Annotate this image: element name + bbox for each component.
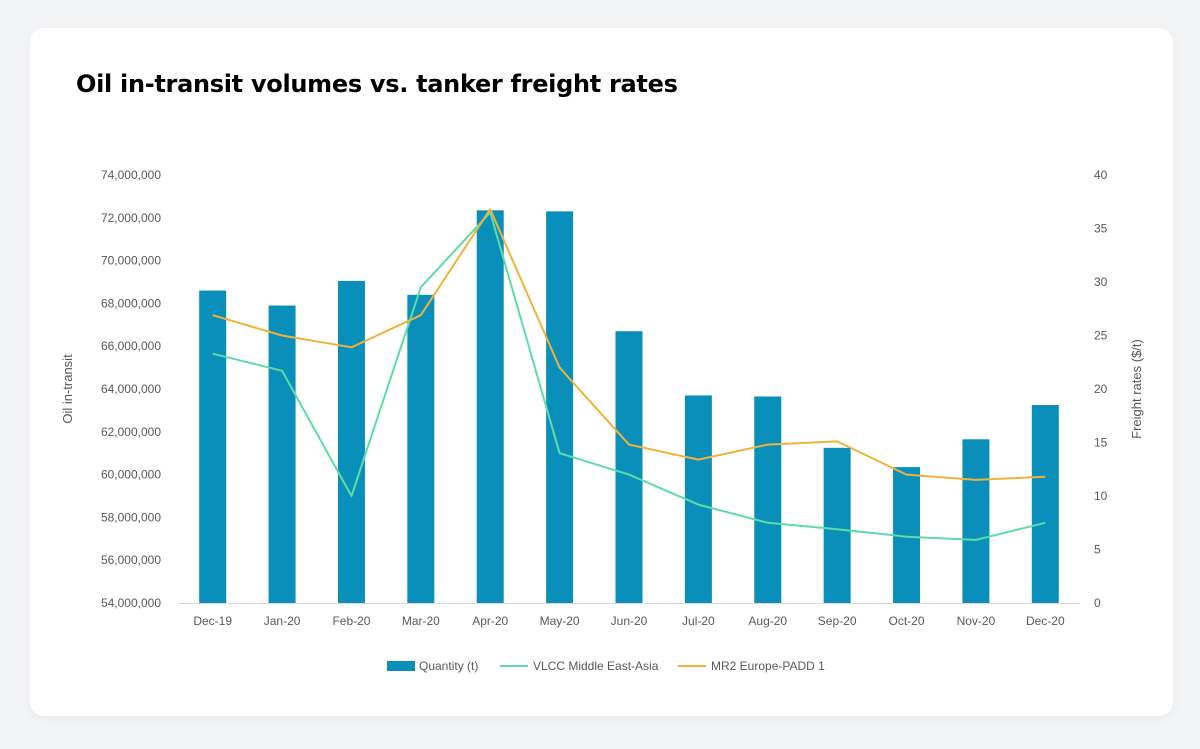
- x-tick-label: Nov-20: [957, 614, 996, 628]
- y2-tick-label: 40: [1094, 168, 1108, 182]
- y-tick-label: 56,000,000: [101, 553, 161, 567]
- bar-Jan-20: [268, 305, 296, 603]
- y-tick-label: 58,000,000: [101, 510, 161, 524]
- x-axis-ticks: Dec-19 Jan-20 Feb-20 Mar-20 Apr-20 May-20 Jun-…: [193, 614, 1065, 628]
- y-tick-label: 66,000,000: [101, 339, 161, 353]
- bar-Jul-20: [684, 395, 712, 603]
- x-tick-label: Jan-20: [264, 614, 301, 628]
- legend: Quantity (t) VLCC Middle East-Asia MR2 Eur…: [387, 659, 825, 673]
- y-axis-title: Oil in-transit: [60, 354, 75, 424]
- bar-Apr-20: [476, 210, 504, 603]
- vlcc-line: [212, 211, 1046, 541]
- left-axis-ticks: 54,000,000 56,000,000 58,000,000 60,000,000…: [101, 168, 161, 610]
- x-tick-label: Sep-20: [818, 614, 857, 628]
- x-tick-label: Dec-19: [193, 614, 232, 628]
- y-tick-label: 72,000,000: [101, 211, 161, 225]
- bar-Dec-20: [1031, 405, 1059, 603]
- bar-Aug-20: [754, 396, 782, 603]
- y2-tick-label: 10: [1094, 489, 1108, 503]
- x-tick-label: Aug-20: [748, 614, 787, 628]
- line-series: [212, 208, 1046, 541]
- legend-label-quantity: Quantity (t): [419, 659, 478, 673]
- y-tick-label: 68,000,000: [101, 296, 161, 310]
- bar-series: [199, 210, 1059, 603]
- chart-title: Oil in-transit volumes vs. tanker freigh…: [76, 70, 678, 98]
- y-tick-label: 60,000,000: [101, 468, 161, 482]
- legend-swatch-quantity: [387, 661, 415, 671]
- mr2-line: [212, 208, 1046, 481]
- y2-tick-label: 0: [1094, 596, 1101, 610]
- y-tick-label: 62,000,000: [101, 425, 161, 439]
- bar-Nov-20: [962, 439, 990, 603]
- y2-tick-label: 20: [1094, 382, 1108, 396]
- y2-tick-label: 25: [1094, 329, 1108, 343]
- x-tick-label: Dec-20: [1026, 614, 1065, 628]
- y2-tick-label: 30: [1094, 275, 1108, 289]
- y-tick-label: 64,000,000: [101, 382, 161, 396]
- legend-label-vlcc: VLCC Middle East-Asia: [533, 659, 659, 673]
- y2-tick-label: 5: [1094, 543, 1101, 557]
- bar-Dec-19: [199, 290, 227, 603]
- x-tick-label: Jun-20: [611, 614, 648, 628]
- bar-May-20: [546, 211, 574, 603]
- y2-axis-title: Freight rates ($/t): [1129, 339, 1144, 439]
- y-tick-label: 70,000,000: [101, 254, 161, 268]
- x-tick-label: May-20: [540, 614, 580, 628]
- bar-Sep-20: [823, 447, 851, 603]
- y-tick-label: 54,000,000: [101, 596, 161, 610]
- legend-label-mr2: MR2 Europe-PADD 1: [711, 659, 825, 673]
- bar-Feb-20: [337, 280, 365, 603]
- bar-Jun-20: [615, 331, 643, 603]
- bar-Mar-20: [407, 294, 435, 603]
- x-tick-label: Jul-20: [682, 614, 715, 628]
- x-tick-label: Apr-20: [472, 614, 508, 628]
- x-tick-label: Oct-20: [889, 614, 925, 628]
- x-tick-label: Feb-20: [332, 614, 370, 628]
- right-axis-ticks: 0 5 10 15 20 25 30 35 40: [1094, 168, 1108, 610]
- y2-tick-label: 35: [1094, 222, 1108, 236]
- y2-tick-label: 15: [1094, 436, 1108, 450]
- x-tick-label: Mar-20: [402, 614, 440, 628]
- y-tick-label: 74,000,000: [101, 168, 161, 182]
